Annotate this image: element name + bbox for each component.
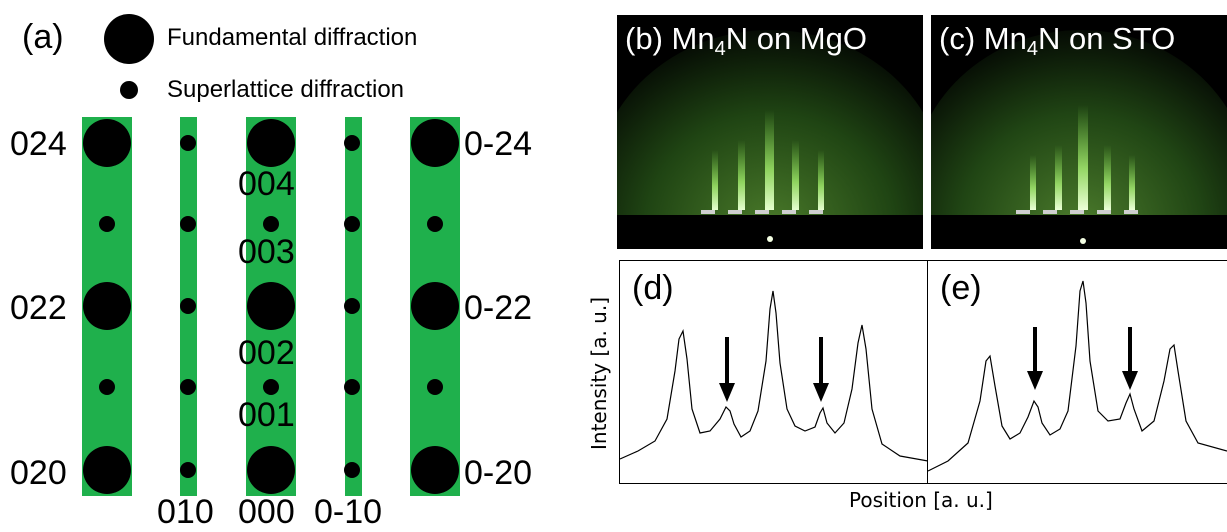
legend-fundamental-marker: [104, 14, 154, 64]
panel-d-label: (d): [632, 269, 674, 307]
fundamental-spot: [411, 119, 459, 167]
profile-e-curve: [928, 280, 1227, 472]
superlattice-spot: [180, 298, 196, 314]
arrow-superlattice-d-right: [813, 337, 829, 402]
legend-superlattice-marker: [120, 81, 138, 99]
superlattice-spot: [99, 216, 115, 232]
superlattice-spot: [180, 135, 196, 151]
superlattice-spot: [344, 298, 360, 314]
superlattice-spot: [180, 379, 196, 395]
arrow-superlattice-d-left: [719, 337, 735, 402]
fundamental-spot: [247, 119, 295, 167]
profile-d-curve: [620, 290, 928, 462]
arrow-superlattice-e-right: [1122, 327, 1138, 390]
fundamental-spot: [247, 282, 295, 330]
fundamental-spot: [411, 282, 459, 330]
arrow-superlattice-e-left: [1027, 327, 1043, 390]
superlattice-spot: [344, 216, 360, 232]
panel-e-label: (e): [940, 269, 982, 307]
fundamental-spot: [83, 119, 131, 167]
superlattice-spot: [344, 462, 360, 478]
rheed-image-mgo: (b) Mn4N on MgO: [617, 15, 923, 249]
index-label-003: 003: [238, 233, 295, 271]
index-label-0-22: 0-22: [464, 289, 533, 327]
index-label-0-20: 0-20: [464, 454, 533, 492]
panel-b-title: (b) Mn4N on MgO: [625, 21, 867, 60]
panel-c-title: (c) Mn4N on STO: [939, 21, 1176, 60]
index-label-004: 004: [238, 165, 295, 203]
fundamental-spot: [247, 446, 295, 494]
legend-fundamental-text: Fundamental diffraction: [167, 24, 418, 51]
superlattice-spot: [263, 216, 279, 232]
rheed-image-sto: (c) Mn4N on STO: [931, 15, 1227, 249]
superlattice-spot: [263, 379, 279, 395]
index-label-022: 022: [10, 289, 67, 327]
index-label-001: 001: [238, 396, 295, 434]
intensity-profile-d: (d): [619, 260, 929, 484]
index-label-0-24: 0-24: [464, 125, 533, 163]
index-label-024: 024: [10, 125, 67, 163]
y-axis-label: Intensity [a. u.]: [587, 296, 611, 450]
superlattice-spot: [180, 216, 196, 232]
panel-a-label: (a): [22, 18, 64, 56]
superlattice-spot: [180, 462, 196, 478]
fundamental-spot: [411, 446, 459, 494]
superlattice-spot: [427, 379, 443, 395]
superlattice-spot: [427, 216, 443, 232]
superlattice-spot: [344, 379, 360, 395]
intensity-profile-e: (e): [927, 260, 1227, 484]
index-label-002: 002: [238, 334, 295, 372]
fundamental-spot: [83, 282, 131, 330]
legend-superlattice-text: Superlattice diffraction: [167, 76, 405, 103]
superlattice-spot: [344, 135, 360, 151]
index-label-020: 020: [10, 454, 67, 492]
fundamental-spot: [83, 446, 131, 494]
superlattice-spot: [99, 379, 115, 395]
x-axis-label: Position [a. u.]: [849, 488, 993, 512]
